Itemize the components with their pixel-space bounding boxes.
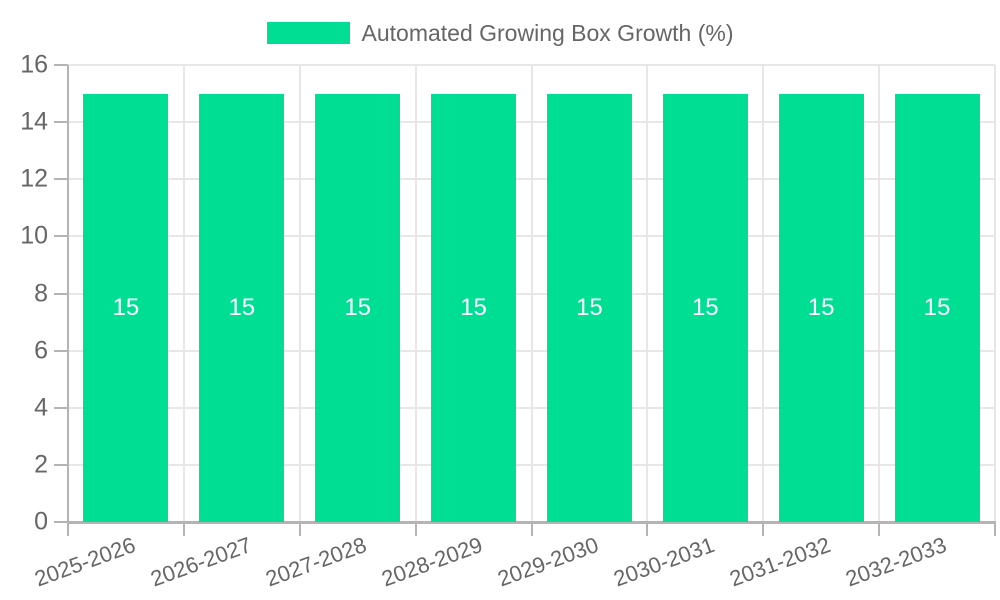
x-gridline: [298, 65, 301, 522]
bar-value-label: 15: [460, 293, 487, 321]
x-tick-label: 2025-2026: [31, 532, 139, 592]
bar-value-label: 15: [112, 293, 140, 321]
y-tick-mark: [54, 349, 68, 352]
x-gridline: [878, 65, 881, 522]
x-tick-mark: [878, 522, 881, 536]
bar: [83, 93, 169, 522]
bar: [546, 93, 632, 522]
y-tick-label: 14: [20, 107, 48, 136]
bar-value-label: 15: [923, 293, 951, 321]
y-tick-label: 16: [20, 50, 48, 79]
y-tick-mark: [54, 121, 68, 124]
bar: [199, 93, 285, 522]
y-tick-label: 10: [20, 221, 48, 250]
x-tick-mark: [994, 522, 996, 536]
y-tick-mark: [54, 463, 68, 466]
y-tick-label: 0: [34, 507, 48, 536]
bar: [662, 93, 748, 522]
legend-item[interactable]: Automated Growing Box Growth (%): [0, 20, 1000, 46]
bar-value-label: 15: [228, 293, 256, 321]
x-tick-label: 2032-2033: [842, 532, 950, 592]
x-axis-line: [67, 521, 996, 524]
y-tick-mark: [54, 178, 68, 181]
bar: [315, 93, 401, 522]
y-axis-line: [67, 65, 69, 524]
x-tick-mark: [414, 522, 417, 536]
x-tick-mark: [762, 522, 765, 536]
y-tick-label: 12: [20, 164, 48, 193]
bar: [894, 93, 980, 522]
x-tick-label: 2030-2031: [610, 532, 718, 592]
x-tick-mark: [530, 522, 533, 536]
x-tick-mark: [298, 522, 301, 536]
bar-value-label: 15: [344, 293, 372, 321]
y-tick-mark: [54, 406, 68, 409]
x-tick-label: 2031-2032: [726, 532, 834, 592]
x-tick-label: 2027-2028: [262, 532, 371, 592]
y-tick-label: 8: [34, 279, 48, 307]
legend-label: Automated Growing Box Growth (%): [361, 20, 734, 46]
x-tick-mark: [182, 522, 185, 536]
x-gridline: [646, 65, 649, 522]
x-gridline: [530, 65, 533, 522]
y-tick-mark: [54, 64, 68, 66]
x-tick-label: 2026-2027: [146, 532, 255, 592]
x-gridline: [414, 65, 417, 522]
bar-value-label: 15: [807, 293, 835, 321]
y-tick-mark: [54, 235, 68, 238]
y-tick-label: 4: [34, 393, 48, 422]
y-tick-mark: [54, 521, 68, 523]
x-gridline: [182, 65, 185, 522]
y-tick-label: 6: [34, 336, 48, 365]
bar-value-label: 15: [576, 293, 603, 321]
x-tick-label: 2029-2030: [494, 532, 602, 592]
y-tick-label: 2: [34, 450, 48, 479]
bar-value-label: 15: [691, 293, 719, 321]
x-tick-mark: [646, 522, 649, 536]
x-tick-mark: [67, 522, 69, 536]
x-tick-label: 2028-2029: [378, 532, 487, 592]
x-gridline: [994, 65, 996, 522]
legend-swatch: [266, 22, 350, 44]
x-gridline: [762, 65, 765, 522]
y-tick-mark: [54, 292, 68, 295]
bar: [431, 93, 517, 522]
bar: [778, 93, 864, 522]
